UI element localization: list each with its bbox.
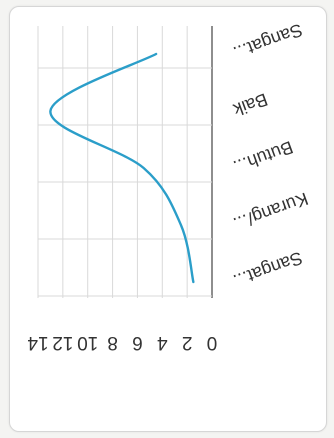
y-tick-label: 0 xyxy=(207,332,218,353)
x-category-label: Sangat... xyxy=(231,20,306,63)
chart-series xyxy=(49,52,195,284)
y-tick-label: 12 xyxy=(52,332,73,353)
chart-card xyxy=(9,6,327,432)
x-category-label: Baik xyxy=(230,89,271,120)
x-category-label: Kurang/... xyxy=(231,189,311,234)
chart-grid xyxy=(37,26,213,298)
y-tick-label: 4 xyxy=(157,332,168,353)
x-category-label: Butuh... xyxy=(231,137,296,177)
x-axis-category-labels: Sangat... Kurang/... Butuh... Baik Sangat... xyxy=(230,20,311,291)
y-tick-label: 2 xyxy=(182,332,193,353)
y-tick-label: 8 xyxy=(107,332,118,353)
y-tick-label: 14 xyxy=(27,332,49,353)
series-line xyxy=(49,52,195,284)
x-category-label: Sangat... xyxy=(231,248,306,291)
y-tick-label: 10 xyxy=(77,332,98,353)
y-tick-label: 6 xyxy=(132,332,143,353)
